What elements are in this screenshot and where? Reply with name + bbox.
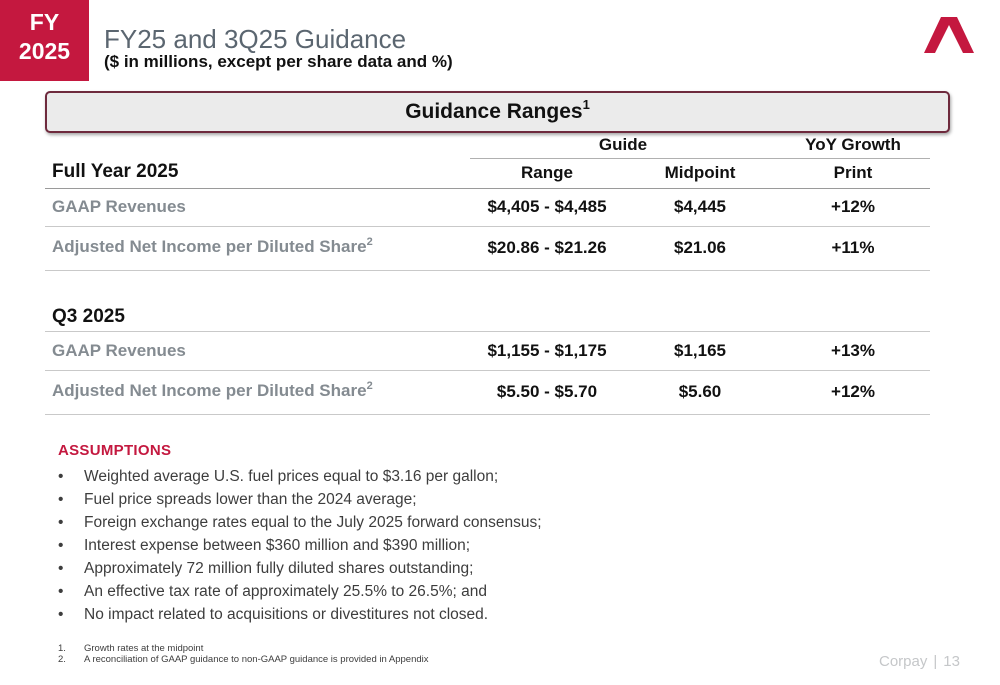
row-label-q3-gaap-revenues: GAAP Revenues	[52, 341, 186, 360]
corpay-logo-icon	[924, 17, 974, 53]
fy-gaap-revenues-print: +12%	[831, 197, 875, 216]
footnotes: 1. Growth rates at the midpoint 2. A recon…	[58, 643, 429, 665]
guidance-ranges-banner: Guidance Ranges1	[45, 91, 950, 133]
yoy-group-underline	[776, 158, 930, 159]
bullet: •	[58, 491, 64, 508]
list-item: • Foreign exchange rates equal to the Jul…	[58, 511, 542, 534]
q3-gaap-revenues-print: +13%	[831, 341, 875, 360]
bullet: •	[58, 468, 64, 485]
fy-badge: FY 2025	[0, 0, 89, 81]
row-divider	[45, 370, 930, 371]
q3-gaap-revenues-range: $1,155 - $1,175	[487, 341, 607, 360]
row-label-fy-adjusted-eps: Adjusted Net Income per Diluted Share2	[52, 237, 373, 257]
footnote: 1. Growth rates at the midpoint	[58, 643, 429, 654]
footnote-ref: 2	[366, 236, 373, 248]
fy-gaap-revenues-midpoint: $4,445	[674, 197, 726, 216]
row-label-fy-gaap-revenues: GAAP Revenues	[52, 197, 186, 216]
page-title: FY25 and 3Q25 Guidance	[104, 24, 407, 54]
bullet: •	[58, 560, 64, 577]
banner-title: Guidance Ranges	[405, 100, 583, 123]
row-label-q3-adjusted-eps: Adjusted Net Income per Diluted Share2	[52, 381, 373, 401]
list-item: • Weighted average U.S. fuel prices equal…	[58, 465, 542, 488]
footer-separator: |	[933, 653, 938, 670]
section-divider	[45, 331, 930, 332]
assumption-text: Approximately 72 million fully diluted s…	[84, 560, 474, 577]
fy-badge-line1: FY	[29, 9, 60, 35]
page-subtitle: ($ in millions, except per share data an…	[104, 52, 453, 71]
bullet: •	[58, 514, 64, 531]
page-number: 13	[943, 653, 960, 670]
column-header-print: Print	[833, 163, 873, 182]
row-label-text: Adjusted Net Income per Diluted Share	[52, 381, 367, 400]
footnote-number: 1.	[58, 643, 66, 654]
list-item: • Approximately 72 million fully diluted …	[58, 557, 542, 580]
assumption-text: Interest expense between $360 million an…	[84, 537, 471, 554]
list-item: • Interest expense between $360 million a…	[58, 534, 542, 557]
fy-adjusted-eps-range: $20.86 - $21.26	[487, 238, 607, 257]
q3-adjusted-eps-midpoint: $5.60	[678, 382, 722, 401]
bullet: •	[58, 583, 64, 600]
footnote: 2. A reconciliation of GAAP guidance to n…	[58, 654, 429, 665]
column-header-midpoint: Midpoint	[664, 163, 736, 182]
guide-group-header: Guide	[598, 135, 648, 154]
row-divider	[45, 270, 930, 271]
assumption-text: Fuel price spreads lower than the 2024 a…	[84, 491, 417, 508]
bullet: •	[58, 606, 64, 623]
q3-adjusted-eps-print: +12%	[831, 382, 875, 401]
fy-gaap-revenues-range: $4,405 - $4,485	[487, 197, 607, 216]
section-title-full-year: Full Year 2025	[52, 161, 179, 182]
footer-brand: Corpay	[879, 653, 928, 670]
fy-badge-line2: 2025	[18, 38, 71, 64]
row-divider	[45, 226, 930, 227]
guide-group-underline	[470, 158, 776, 159]
q3-gaap-revenues-midpoint: $1,165	[674, 341, 726, 360]
fy-adjusted-eps-print: +11%	[831, 238, 875, 257]
banner-footnote-ref: 1	[582, 97, 590, 112]
q3-adjusted-eps-range: $5.50 - $5.70	[496, 382, 598, 401]
assumption-text: No impact related to acquisitions or div…	[84, 606, 489, 623]
assumption-text: An effective tax rate of approximately 2…	[84, 583, 487, 600]
footnote-number: 2.	[58, 654, 66, 665]
footnote-text: A reconciliation of GAAP guidance to non…	[84, 654, 429, 665]
column-header-range: Range	[521, 163, 573, 182]
fy-adjusted-eps-midpoint: $21.06	[674, 238, 726, 257]
list-item: • No impact related to acquisitions or di…	[58, 603, 542, 626]
page-footer: Corpay | 13	[879, 653, 960, 670]
yoy-growth-group-header: YoY Growth	[805, 135, 901, 154]
row-label-text: Adjusted Net Income per Diluted Share	[52, 237, 367, 256]
header-divider	[45, 188, 930, 189]
assumption-text: Weighted average U.S. fuel prices equal …	[84, 468, 499, 485]
footnote-text: Growth rates at the midpoint	[84, 643, 204, 654]
footnote-ref: 2	[366, 380, 373, 392]
assumption-text: Foreign exchange rates equal to the July…	[84, 514, 542, 531]
list-item: • Fuel price spreads lower than the 2024 …	[58, 488, 542, 511]
assumptions-title: ASSUMPTIONS	[58, 442, 172, 459]
list-item: • An effective tax rate of approximately …	[58, 580, 542, 603]
assumptions-list: • Weighted average U.S. fuel prices equal…	[58, 465, 542, 626]
bullet: •	[58, 537, 64, 554]
row-divider	[45, 414, 930, 415]
section-title-q3: Q3 2025	[52, 306, 125, 327]
